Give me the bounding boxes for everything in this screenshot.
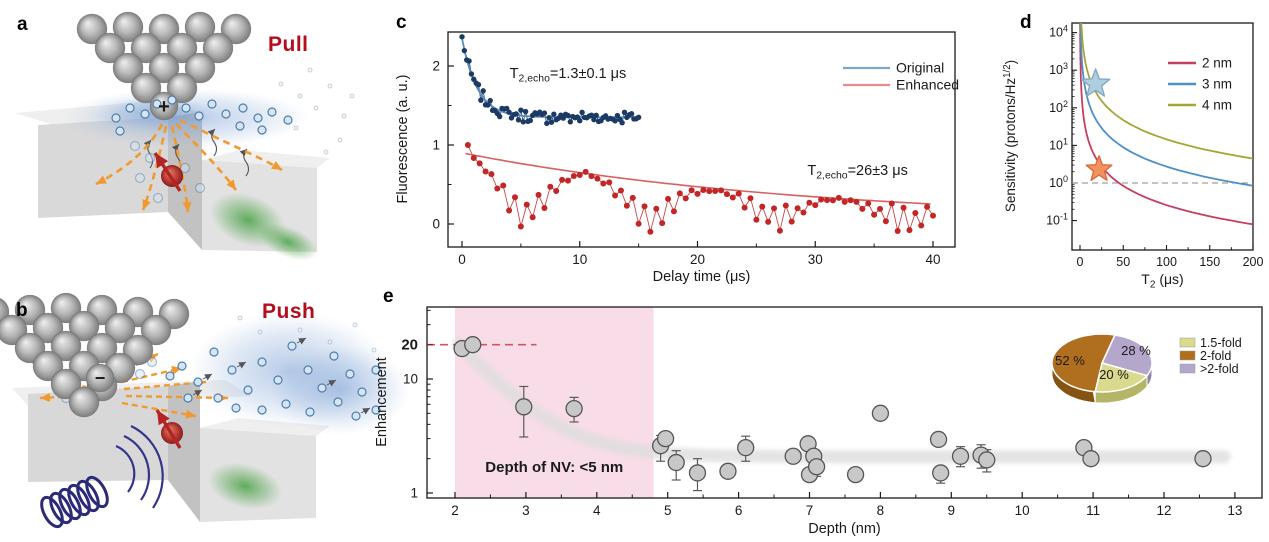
- panel-d-label: d: [1020, 12, 1032, 33]
- push-title: Push: [262, 300, 316, 323]
- panel-a-label: a: [17, 14, 28, 35]
- svg-text:1: 1: [410, 486, 418, 501]
- pie-slice-1.5-fold: [1094, 362, 1148, 393]
- svg-text:10: 10: [572, 252, 587, 267]
- d-curve-3nm: [1079, 23, 1254, 187]
- e-ylabel: Enhancement: [374, 357, 390, 446]
- e-xlabel: Depth (nm): [808, 521, 881, 537]
- panel-e-label: e: [383, 286, 394, 307]
- svg-text:0: 0: [1077, 255, 1084, 269]
- e-region-label: Depth of NV: <5 nm: [485, 459, 623, 476]
- d-star-1: [1085, 155, 1113, 181]
- panel-e-enhancement-chart: 2 3 4 5 6 7 8 9 10 11 12 13 1 10 20 Depth (nm) Enhanceme…: [374, 306, 1263, 537]
- e-plot: 2 3 4 5 6 7 8 9 10 11 12 13 1 10 20 Depth (nm) Enhanceme…: [374, 306, 1263, 537]
- tip-charge-minus: −: [95, 368, 106, 388]
- d-xlabel: T2 (μs): [1141, 271, 1183, 291]
- svg-text:150: 150: [1199, 255, 1220, 269]
- d-plot: 0 50 100 150 200 10-1 100 101 102 103 104 T2 (μs) Se…: [1002, 22, 1264, 291]
- svg-text:50: 50: [1116, 255, 1130, 269]
- svg-text:20: 20: [690, 252, 705, 267]
- svg-text:104: 104: [1049, 24, 1068, 40]
- svg-text:100: 100: [1156, 255, 1177, 269]
- panel-b-illustration-push: −: [0, 292, 410, 529]
- svg-text:2: 2: [432, 59, 440, 74]
- svg-text:103: 103: [1049, 61, 1068, 77]
- svg-text:4: 4: [593, 503, 601, 518]
- svg-text:10-1: 10-1: [1046, 212, 1068, 228]
- c-legend-original: Original: [896, 60, 944, 76]
- svg-text:200: 200: [1243, 255, 1264, 269]
- svg-text:12: 12: [1156, 503, 1171, 518]
- d-ylabel: Sensitivity (protons/Hz1/2): [1002, 60, 1018, 212]
- svg-text:11: 11: [1086, 503, 1100, 518]
- pie-legend-2-fold: 2-fold: [1200, 349, 1231, 363]
- svg-text:10: 10: [1015, 503, 1030, 518]
- c-xlabel: Delay time (μs): [653, 269, 751, 285]
- svg-text:102: 102: [1049, 99, 1068, 115]
- d-legend-4nm: 4 nm: [1202, 98, 1232, 113]
- panel-b-label: b: [16, 300, 28, 321]
- svg-text:8: 8: [877, 503, 885, 518]
- e-ytick-20: 20: [401, 337, 418, 354]
- pie-legend->2-fold: >2-fold: [1200, 362, 1239, 376]
- pie-pct-1.5-fold: 20 %: [1099, 367, 1129, 382]
- pie-legend-1.5-fold: 1.5-fold: [1200, 336, 1242, 350]
- svg-text:10: 10: [403, 372, 418, 387]
- d-legend-2nm: 2 nm: [1202, 56, 1232, 71]
- c-ylabel: Fluorescence (a. u.): [395, 75, 411, 204]
- d-star-0: [1080, 68, 1111, 97]
- panel-c-fluorescence-chart: 0 10 20 30 40 0 1 2 Delay time (μs) Fluorescence …: [395, 31, 959, 285]
- d-curve-2nm: [1079, 23, 1254, 226]
- tip-charge-plus: +: [158, 96, 170, 118]
- svg-text:1: 1: [432, 138, 440, 153]
- svg-text:100: 100: [1049, 174, 1068, 190]
- svg-text:3: 3: [522, 503, 530, 518]
- svg-text:0: 0: [458, 252, 466, 267]
- panel-d-sensitivity-chart: 0 50 100 150 200 10-1 100 101 102 103 104 T2 (μs) Se…: [1002, 22, 1264, 291]
- svg-text:7: 7: [806, 503, 814, 518]
- svg-text:30: 30: [808, 252, 823, 267]
- c-plot: 0 10 20 30 40 0 1 2 Delay time (μs) Fluorescence …: [395, 31, 959, 285]
- svg-text:13: 13: [1227, 503, 1242, 518]
- svg-text:5: 5: [664, 503, 672, 518]
- svg-text:6: 6: [735, 503, 743, 518]
- pie-pct-2-fold: 52 %: [1055, 353, 1085, 368]
- d-legend-3nm: 3 nm: [1202, 77, 1232, 92]
- svg-text:0: 0: [432, 217, 440, 232]
- pie-slice-2-fold: [1051, 333, 1116, 393]
- pull-title: Pull: [268, 33, 309, 56]
- pie-pct->2-fold: 28 %: [1121, 343, 1151, 358]
- svg-text:40: 40: [925, 252, 940, 267]
- c-annotation-0: T2,echo=1.3±0.1 μs: [510, 66, 627, 85]
- enhancement-points: [453, 336, 1212, 492]
- svg-text:9: 9: [948, 503, 956, 518]
- panel-a-illustration-pull: +: [15, 11, 355, 261]
- svg-text:101: 101: [1049, 136, 1068, 152]
- c-legend-enhanced: Enhanced: [896, 77, 959, 93]
- svg-text:2: 2: [451, 503, 459, 518]
- panel-c-label: c: [396, 12, 407, 33]
- pie-slice->2-fold: [1101, 334, 1153, 377]
- c-annotation-1: T2,echo=26±3 μs: [807, 163, 907, 182]
